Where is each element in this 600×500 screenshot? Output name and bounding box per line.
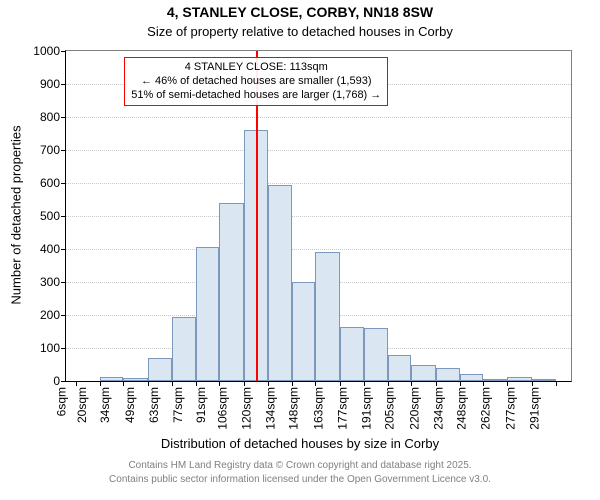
x-tick-label: 163sqm bbox=[312, 387, 326, 430]
x-tick bbox=[436, 381, 437, 386]
histogram-bar bbox=[483, 379, 507, 381]
x-tick-label: 220sqm bbox=[408, 387, 422, 430]
x-tick bbox=[196, 381, 197, 386]
x-tick-label: 148sqm bbox=[287, 387, 301, 430]
x-tick bbox=[244, 381, 245, 386]
x-tick-label: 234sqm bbox=[432, 387, 446, 430]
footnote-line-1: Contains HM Land Registry data © Crown c… bbox=[0, 460, 600, 471]
x-tick-label: 277sqm bbox=[504, 387, 518, 430]
histogram-bar bbox=[219, 203, 244, 381]
y-tick-label: 800 bbox=[40, 110, 66, 124]
histogram-bar bbox=[100, 377, 124, 381]
footnote-line-2: Contains public sector information licen… bbox=[0, 474, 600, 485]
histogram-bar bbox=[148, 358, 172, 381]
x-tick bbox=[364, 381, 365, 386]
y-tick-label: 100 bbox=[40, 341, 66, 355]
y-tick-label: 900 bbox=[40, 77, 66, 91]
x-tick bbox=[172, 381, 173, 386]
x-tick bbox=[76, 381, 77, 386]
x-tick-label: 291sqm bbox=[527, 387, 541, 430]
x-tick-label: 262sqm bbox=[479, 387, 493, 430]
histogram-bar bbox=[532, 379, 556, 381]
x-tick-label: 106sqm bbox=[216, 387, 230, 430]
x-tick bbox=[100, 381, 101, 386]
x-tick-label: 77sqm bbox=[171, 387, 185, 423]
x-tick-label: 91sqm bbox=[194, 387, 208, 423]
histogram-bar bbox=[436, 368, 460, 381]
y-tick-label: 1000 bbox=[33, 44, 66, 58]
histogram-bar bbox=[315, 252, 340, 381]
histogram-bar bbox=[388, 355, 412, 381]
callout-line: ← 46% of detached houses are smaller (1,… bbox=[131, 75, 381, 89]
x-tick bbox=[556, 381, 557, 386]
x-tick bbox=[340, 381, 341, 386]
histogram-bar bbox=[507, 377, 532, 381]
marker-callout: 4 STANLEY CLOSE: 113sqm← 46% of detached… bbox=[124, 57, 388, 106]
x-tick bbox=[219, 381, 220, 386]
chart-container: 4, STANLEY CLOSE, CORBY, NN18 8SW Size o… bbox=[0, 0, 600, 500]
gridline bbox=[66, 150, 571, 151]
histogram-bar bbox=[172, 317, 196, 381]
x-tick-label: 134sqm bbox=[263, 387, 277, 430]
y-tick-label: 700 bbox=[40, 143, 66, 157]
histogram-bar bbox=[292, 282, 316, 381]
x-tick-label: 20sqm bbox=[75, 387, 89, 423]
y-tick-label: 500 bbox=[40, 209, 66, 223]
y-tick-label: 400 bbox=[40, 242, 66, 256]
chart-subtitle: Size of property relative to detached ho… bbox=[0, 24, 600, 39]
x-tick bbox=[411, 381, 412, 386]
x-tick-label: 49sqm bbox=[123, 387, 137, 423]
x-tick-label: 63sqm bbox=[147, 387, 161, 423]
x-tick-label: 191sqm bbox=[359, 387, 373, 430]
plot-area: 010020030040050060070080090010006sqm20sq… bbox=[65, 50, 572, 382]
x-tick bbox=[532, 381, 533, 386]
histogram-bar bbox=[123, 378, 148, 381]
y-tick-label: 200 bbox=[40, 308, 66, 322]
x-tick bbox=[315, 381, 316, 386]
x-axis-label: Distribution of detached houses by size … bbox=[0, 436, 600, 451]
x-tick bbox=[148, 381, 149, 386]
x-tick-label: 248sqm bbox=[455, 387, 469, 430]
x-tick bbox=[388, 381, 389, 386]
gridline bbox=[66, 117, 571, 118]
x-tick bbox=[292, 381, 293, 386]
x-tick bbox=[483, 381, 484, 386]
y-tick-label: 0 bbox=[53, 374, 66, 388]
callout-line: 51% of semi-detached houses are larger (… bbox=[131, 89, 381, 103]
x-tick-label: 120sqm bbox=[240, 387, 254, 430]
x-tick-label: 177sqm bbox=[336, 387, 350, 430]
callout-line: 4 STANLEY CLOSE: 113sqm bbox=[131, 61, 381, 75]
y-axis-label: Number of detached properties bbox=[9, 125, 24, 304]
x-tick bbox=[460, 381, 461, 386]
x-tick-label: 34sqm bbox=[98, 387, 112, 423]
gridline bbox=[66, 183, 571, 184]
histogram-bar bbox=[411, 365, 436, 382]
gridline bbox=[66, 216, 571, 217]
chart-title: 4, STANLEY CLOSE, CORBY, NN18 8SW bbox=[0, 4, 600, 20]
histogram-bar bbox=[460, 374, 484, 381]
histogram-bar bbox=[196, 247, 220, 381]
histogram-bar bbox=[340, 327, 364, 381]
x-tick-label: 205sqm bbox=[383, 387, 397, 430]
x-tick-label: 6sqm bbox=[54, 387, 68, 416]
x-tick bbox=[123, 381, 124, 386]
gridline bbox=[66, 249, 571, 250]
x-tick bbox=[507, 381, 508, 386]
histogram-bar bbox=[268, 185, 292, 381]
y-tick-label: 600 bbox=[40, 176, 66, 190]
histogram-bar bbox=[364, 328, 388, 381]
x-tick bbox=[268, 381, 269, 386]
y-tick-label: 300 bbox=[40, 275, 66, 289]
